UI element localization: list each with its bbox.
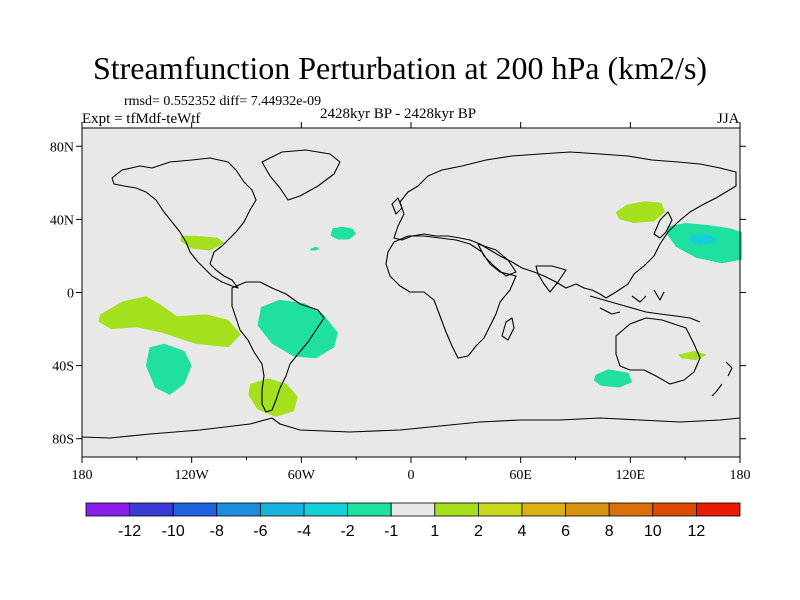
y-tick-label: 0: [67, 287, 74, 302]
coastline-south-america: [231, 281, 325, 413]
colorbar-swatch: [259, 502, 305, 517]
axes: 180 120W 60W 0 60E 120E 180 80N 40N 0 40S 80S: [50, 122, 751, 483]
anomaly-regions: [98, 201, 742, 417]
x-tick-label: 60E: [509, 468, 532, 483]
colorbar-label: 4: [518, 523, 527, 540]
coastline-greenland: [261, 149, 341, 201]
colorbar-swatch: [696, 502, 741, 517]
experiment-label: Expt = tfMdf-teWtf: [82, 111, 201, 127]
region-north-atlantic-negative: [330, 226, 357, 240]
coastline-antarctica: [81, 417, 741, 439]
colorbar-label: -10: [162, 523, 185, 540]
region-north-pacific-core: [688, 234, 717, 245]
region-tropical-pacific-positive: [98, 296, 241, 348]
colorbar-label: -2: [340, 523, 354, 540]
y-tick-label: 80N: [50, 140, 74, 155]
rmsd-text: rmsd= 0.552352 diff= 7.44932e-09: [124, 94, 322, 109]
coastline-arabia: [477, 243, 517, 277]
x-tick-label: 60W: [288, 468, 316, 483]
colorbar-swatch: [608, 502, 654, 517]
coastline-australia: [615, 317, 701, 385]
x-tick-label: 180: [72, 468, 93, 483]
coastline-british-isles: [391, 197, 403, 215]
colorbar-label: -6: [253, 523, 267, 540]
x-tick-label: 180: [730, 468, 751, 483]
region-south-america-negative: [257, 299, 338, 359]
colorbar-swatch: [216, 502, 261, 517]
region-subtropical-atlantic-negative: [310, 246, 320, 251]
colorbar-label: -1: [384, 523, 398, 540]
coastline-madagascar: [501, 317, 515, 341]
coastline-eurasia: [393, 151, 737, 299]
y-tick-label: 80S: [52, 433, 74, 448]
x-tick-label: 120E: [616, 468, 646, 483]
colorbar-swatch: [85, 502, 130, 517]
region-north-america-positive: [180, 235, 225, 251]
colorbar-label: 8: [605, 523, 614, 540]
colorbar-swatch: [390, 502, 436, 517]
colorbar-swatch: [652, 502, 697, 517]
colorbar-label: -8: [210, 523, 224, 540]
colorbar-label: 10: [644, 523, 662, 540]
colorbar-label: 1: [430, 523, 439, 540]
region-south-indian-negative: [593, 369, 633, 388]
colorbar-swatch: [172, 502, 218, 517]
region-east-asia-positive: [615, 201, 666, 223]
colorbar-label: -12: [118, 523, 141, 540]
season-label: JJA: [717, 111, 740, 127]
colorbar-label: -4: [297, 523, 311, 540]
colorbar-label: 12: [688, 523, 706, 540]
colorbar-swatch: [434, 502, 479, 517]
coastline-new-zealand: [711, 361, 733, 397]
coastline-africa: [385, 235, 517, 359]
coastline-japan: [653, 211, 673, 239]
colorbar-label: 2: [474, 523, 483, 540]
colorbar-label: 6: [561, 523, 570, 540]
period-label: 2428kyr BP - 2428kyr BP: [320, 106, 477, 122]
y-tick-label: 40N: [50, 213, 74, 228]
coastline-india: [535, 265, 567, 293]
y-tick-label: 40S: [52, 360, 74, 375]
colorbar-swatch: [565, 502, 610, 517]
x-tick-label: 120W: [175, 468, 210, 483]
coastline-indonesia: [589, 289, 701, 323]
colorbar-swatch: [521, 502, 566, 517]
colorbar-swatch: [347, 502, 392, 517]
colorbar-swatch: [129, 502, 174, 517]
region-southern-ocean-positive: [248, 378, 298, 417]
coastlines: [81, 149, 741, 439]
region-south-pacific-negative: [146, 343, 192, 395]
colorbar-swatch: [477, 502, 523, 517]
coastline-north-america: [111, 157, 257, 289]
chart-title: Streamfunction Perturbation at 200 hPa (…: [92, 50, 708, 86]
colorbar: -12 -10 -8 -6 -4 -2 -1 1 2 4 6 8 10 12: [85, 502, 741, 540]
x-tick-label: 0: [408, 468, 415, 483]
colorbar-swatch: [303, 502, 348, 517]
